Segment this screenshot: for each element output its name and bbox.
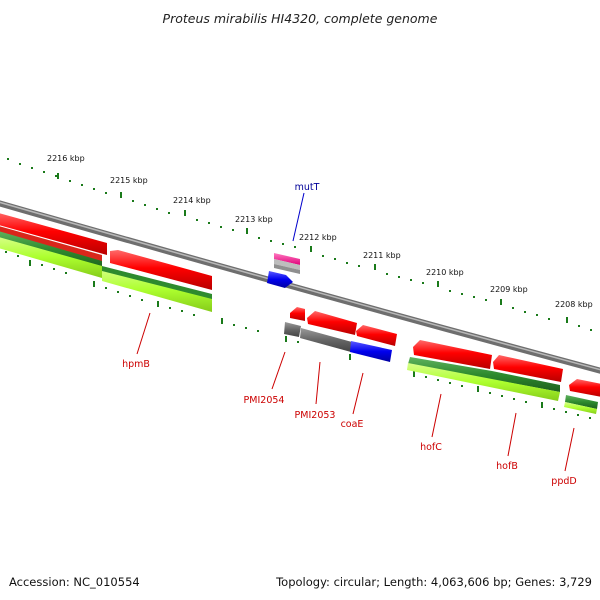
label-hofC[interactable]: hofC xyxy=(420,442,442,453)
scale-label-2210: 2210 kbp xyxy=(426,268,464,277)
gene-PMI2054[interactable] xyxy=(284,322,301,337)
label-PMI2053[interactable]: PMI2053 xyxy=(295,410,336,421)
scale-label-2215: 2215 kbp xyxy=(110,176,148,185)
scale-label-2213: 2213 kbp xyxy=(235,215,273,224)
label-PMI2054[interactable]: PMI2054 xyxy=(244,395,285,406)
scale-label-2208: 2208 kbp xyxy=(555,300,593,309)
cds-coaE-red[interactable] xyxy=(356,325,397,346)
cds-PMI2053-red[interactable] xyxy=(307,311,357,335)
label-hpmB[interactable]: hpmB xyxy=(122,359,150,370)
scale-label-2216: 2216 kbp xyxy=(47,154,85,163)
map-title: Proteus mirabilis HI4320, complete genom… xyxy=(163,11,438,26)
gene-coaE[interactable] xyxy=(350,341,392,362)
footer-summary: Topology: circular; Length: 4,063,606 bp… xyxy=(275,575,592,589)
scale-label-2214: 2214 kbp xyxy=(173,196,211,205)
label-ppdD[interactable]: ppdD xyxy=(551,476,576,487)
label-hofB[interactable]: hofB xyxy=(496,461,518,472)
footer-accession: Accession: NC_010554 xyxy=(9,575,140,589)
label-mutT[interactable]: mutT xyxy=(295,182,320,193)
scale-label-2212: 2212 kbp xyxy=(299,233,337,242)
scale-label-2211: 2211 kbp xyxy=(363,251,401,260)
cds-PMI2054-red[interactable] xyxy=(290,307,305,321)
cds-ppdD-red[interactable] xyxy=(569,379,600,397)
label-coaE[interactable]: coaE xyxy=(341,419,364,430)
scale-label-2209: 2209 kbp xyxy=(490,285,528,294)
